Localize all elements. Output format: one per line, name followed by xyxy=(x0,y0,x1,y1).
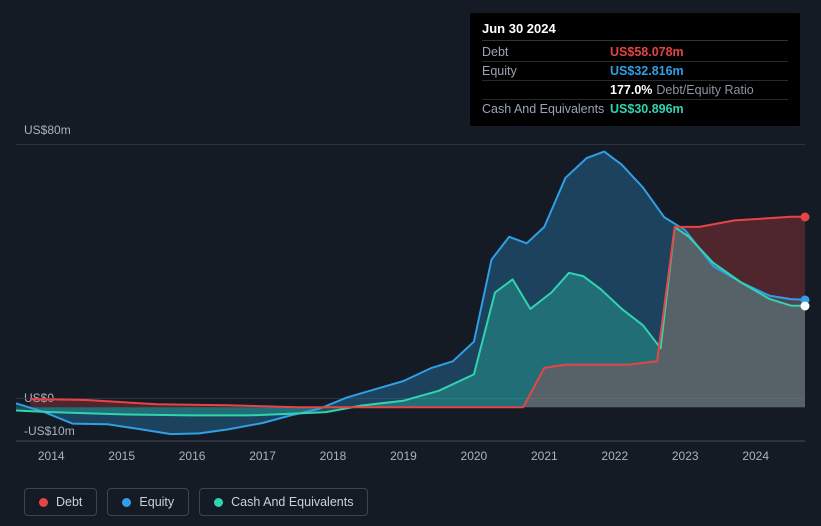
x-axis-tick: 2020 xyxy=(461,441,488,463)
x-axis-tick: 2023 xyxy=(672,441,699,463)
legend-swatch xyxy=(214,498,223,507)
x-axis-tick: 2015 xyxy=(108,441,135,463)
legend-label: Equity xyxy=(139,495,174,509)
series-line-cash xyxy=(16,227,805,416)
series-end-dot-cash xyxy=(801,301,810,310)
legend: Debt Equity Cash And Equivalents xyxy=(24,488,368,516)
chart-plot xyxy=(16,145,805,440)
legend-swatch xyxy=(39,498,48,507)
series-area-debt xyxy=(30,217,805,407)
gridline xyxy=(16,144,805,145)
x-axis-tick: 2017 xyxy=(249,441,276,463)
tooltip-label: Debt xyxy=(482,45,610,59)
tooltip-value: US$30.896m xyxy=(610,102,684,116)
series-line-equity xyxy=(16,152,805,435)
series-line-debt xyxy=(30,217,805,407)
series-area-equity xyxy=(16,152,805,435)
x-axis-tick: 2014 xyxy=(38,441,65,463)
x-axis: 2014 2015 2016 2017 2018 2019 2020 2021 2022 2023… xyxy=(16,440,805,484)
tooltip-date: Jun 30 2024 xyxy=(482,21,788,41)
tooltip-label: Cash And Equivalents xyxy=(482,102,610,116)
series-end-dot-debt xyxy=(801,212,810,221)
tooltip-label: Equity xyxy=(482,64,610,78)
x-axis-tick: 2019 xyxy=(390,441,417,463)
legend-item[interactable]: Debt xyxy=(24,488,97,516)
legend-item[interactable]: Equity xyxy=(107,488,189,516)
y-axis-label: US$80m xyxy=(24,123,71,137)
legend-label: Cash And Equivalents xyxy=(231,495,353,509)
x-axis-tick: 2022 xyxy=(601,441,628,463)
gridline xyxy=(16,398,805,399)
tooltip-row: EquityUS$32.816m xyxy=(482,62,788,81)
tooltip-extra: Debt/Equity Ratio xyxy=(656,83,753,97)
series-area-cash xyxy=(16,227,805,416)
tooltip-value: US$32.816m xyxy=(610,64,684,78)
x-axis-tick: 2018 xyxy=(320,441,347,463)
x-axis-tick: 2021 xyxy=(531,441,558,463)
tooltip-panel: Jun 30 2024DebtUS$58.078mEquityUS$32.816… xyxy=(470,13,800,126)
tooltip-row: Cash And EquivalentsUS$30.896m xyxy=(482,100,788,118)
tooltip-row: 177.0% Debt/Equity Ratio xyxy=(482,81,788,100)
y-axis-label: -US$10m xyxy=(24,424,75,438)
tooltip-value: US$58.078m xyxy=(610,45,684,59)
tooltip-row: DebtUS$58.078m xyxy=(482,43,788,62)
x-axis-tick: 2024 xyxy=(742,441,769,463)
tooltip-value: 177.0% xyxy=(610,83,652,97)
legend-swatch xyxy=(122,498,131,507)
x-axis-tick: 2016 xyxy=(179,441,206,463)
legend-item[interactable]: Cash And Equivalents xyxy=(199,488,368,516)
legend-label: Debt xyxy=(56,495,82,509)
